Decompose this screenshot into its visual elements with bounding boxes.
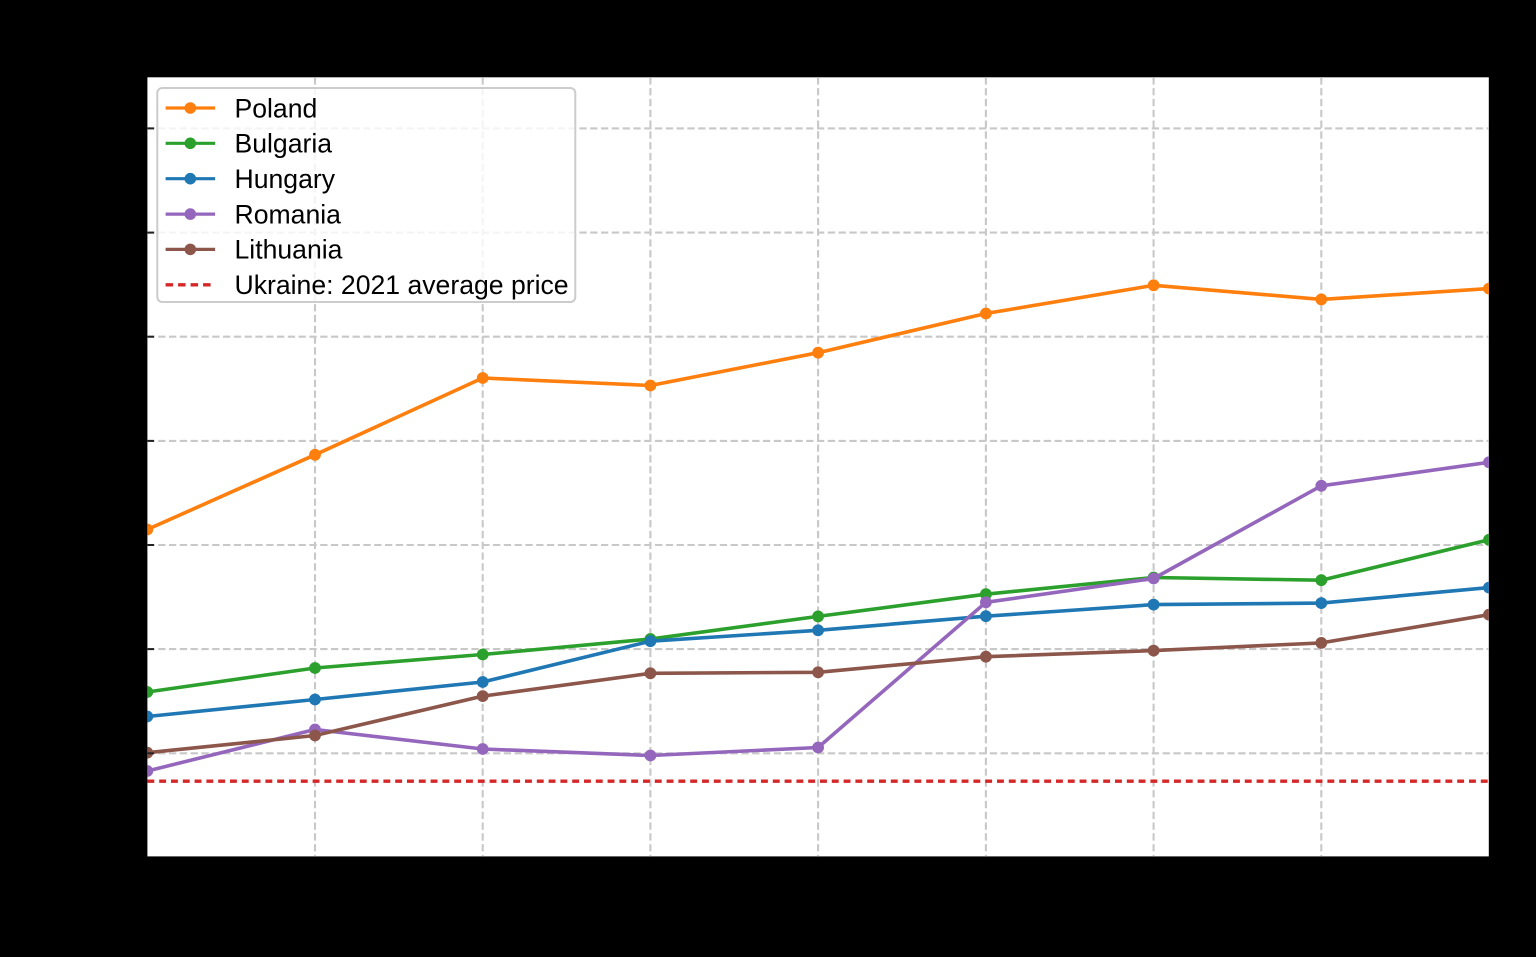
- svg-text:Hungary: Hungary: [235, 164, 336, 194]
- svg-text:Poland: Poland: [235, 93, 318, 123]
- svg-text:Bulgaria: Bulgaria: [235, 129, 333, 159]
- svg-text:Ukraine: 2021 average price: Ukraine: 2021 average price: [235, 270, 569, 300]
- svg-text:Romania: Romania: [235, 199, 342, 229]
- svg-text:Lithuania: Lithuania: [235, 235, 343, 265]
